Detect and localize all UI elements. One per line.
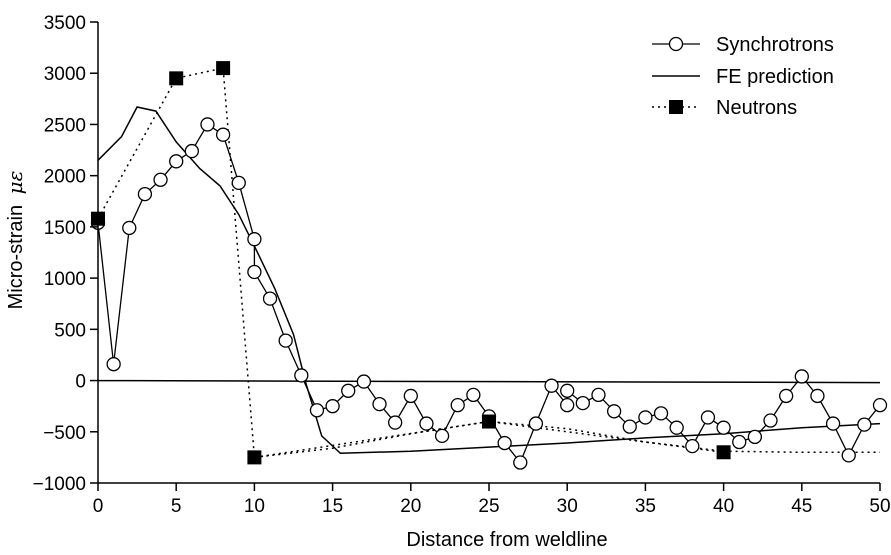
synchrotrons-point bbox=[653, 406, 669, 421]
synchrotrons-point bbox=[372, 396, 387, 412]
y-tick-label: 0 bbox=[75, 372, 86, 393]
synchrotrons-point bbox=[106, 357, 121, 372]
y-tick-label: 3500 bbox=[44, 13, 86, 34]
synchrotrons-point bbox=[779, 388, 794, 404]
x-tick-label: 40 bbox=[713, 496, 734, 517]
synchrotrons-point bbox=[825, 416, 841, 431]
synchrotrons-point bbox=[716, 420, 731, 435]
legend: Synchrotrons FE prediction Neutrons bbox=[652, 34, 834, 119]
x-axis-title: Distance from weldline bbox=[406, 529, 607, 551]
synchrotrons-point bbox=[434, 428, 450, 444]
synchrotrons-point bbox=[606, 404, 622, 419]
synchrotrons-point bbox=[466, 387, 481, 403]
synchrotrons-point bbox=[294, 368, 309, 383]
legend-neutrons-marker bbox=[669, 100, 683, 114]
y-tick-label: 2000 bbox=[44, 167, 86, 188]
y-axis-title: Micro-strain με bbox=[3, 171, 27, 310]
y-tick-label: 3000 bbox=[44, 64, 86, 85]
neutrons-line bbox=[97, 67, 724, 459]
synchrotrons-point bbox=[528, 416, 544, 431]
synchrotrons-point bbox=[450, 397, 465, 413]
synchrotrons-point bbox=[841, 448, 856, 463]
x-tick-label: 50 bbox=[869, 496, 890, 517]
synchrotrons-point bbox=[262, 291, 278, 306]
synchrotrons-point bbox=[544, 378, 559, 393]
synchrotrons-point bbox=[622, 419, 637, 434]
plot-lines-layer bbox=[97, 67, 881, 464]
synchrotrons-point bbox=[747, 429, 763, 445]
synchrotrons-point bbox=[685, 438, 700, 454]
y-tick-label: 2500 bbox=[44, 115, 86, 136]
synchrotrons-point bbox=[215, 127, 231, 142]
neutrons-point bbox=[216, 61, 231, 76]
x-tick-label: 45 bbox=[791, 496, 812, 517]
neutrons-point bbox=[247, 450, 262, 465]
neutrons-point bbox=[716, 445, 731, 460]
x-tick-label: 25 bbox=[478, 496, 499, 517]
synchrotrons-point bbox=[560, 397, 575, 413]
synchrotrons-point bbox=[497, 435, 512, 451]
x-tick-label: 0 bbox=[93, 496, 104, 517]
synchrotrons-point bbox=[341, 383, 356, 398]
synchrotrons-point bbox=[419, 416, 434, 431]
plot-markers-layer bbox=[90, 61, 888, 470]
axes-layer: −1000 −500 0 500 1000 1500 2000 2500 3000 3500 0 5 1… bbox=[33, 13, 891, 517]
synchrotrons-point bbox=[169, 154, 184, 169]
synchrotrons-point bbox=[278, 333, 293, 348]
synchrotrons-point bbox=[356, 374, 372, 389]
synchrotrons-point bbox=[794, 369, 809, 384]
synchrotrons-point bbox=[184, 143, 199, 159]
synchrotrons-point bbox=[638, 410, 653, 425]
synchrotrons-point bbox=[247, 264, 262, 280]
y-tick-label: −1000 bbox=[33, 474, 86, 495]
legend-neutrons-label: Neutrons bbox=[716, 97, 797, 119]
y-tick-label: −500 bbox=[43, 423, 86, 444]
synchrotrons-point bbox=[560, 383, 575, 398]
y-axis-title-symbol: με bbox=[3, 171, 27, 195]
neutrons-trend-line bbox=[254, 420, 880, 459]
synchrotrons-point bbox=[872, 397, 888, 413]
fe-prediction-line bbox=[97, 106, 881, 455]
x-tick-label: 10 bbox=[244, 496, 265, 517]
synchrotrons-point bbox=[732, 434, 747, 450]
synchrotrons-point bbox=[122, 220, 137, 236]
synchrotrons-point bbox=[403, 388, 418, 404]
synchrotrons-point bbox=[309, 403, 325, 418]
synchrotrons-point bbox=[763, 413, 778, 428]
synchrotrons-point bbox=[137, 186, 153, 202]
legend-synchrotrons-marker bbox=[668, 36, 684, 52]
x-tick-label: 20 bbox=[400, 496, 421, 517]
x-tick-label: 5 bbox=[171, 496, 182, 517]
zero-reference-line bbox=[97, 379, 881, 384]
legend-synchrotrons-label: Synchrotrons bbox=[716, 34, 834, 56]
y-tick-label: 500 bbox=[54, 320, 86, 341]
neutrons-point bbox=[482, 414, 496, 429]
synchrotrons-point bbox=[513, 455, 528, 470]
synchrotrons-point bbox=[388, 415, 403, 430]
x-tick-label: 15 bbox=[322, 496, 343, 517]
synchrotrons-point bbox=[153, 172, 168, 187]
synchrotrons-point bbox=[700, 410, 716, 425]
synchrotrons-point bbox=[810, 388, 825, 404]
synchrotrons-point bbox=[591, 387, 606, 403]
synchrotrons-point bbox=[857, 417, 872, 432]
synchrotrons-point bbox=[231, 175, 246, 190]
synchrotrons-point bbox=[200, 117, 215, 132]
synchrotrons-point bbox=[669, 420, 684, 435]
neutrons-point bbox=[169, 71, 184, 86]
x-tick-label: 30 bbox=[557, 496, 578, 517]
synchrotrons-point bbox=[325, 399, 340, 414]
synchrotrons-point bbox=[247, 232, 262, 247]
x-tick-label: 35 bbox=[635, 496, 656, 517]
synchrotrons-point bbox=[575, 395, 590, 411]
y-tick-label: 1500 bbox=[44, 218, 86, 239]
legend-fe-prediction-label: FE prediction bbox=[716, 66, 834, 88]
y-tick-label: 1000 bbox=[44, 269, 86, 290]
y-axis-title-text: Micro-strain bbox=[5, 205, 27, 309]
